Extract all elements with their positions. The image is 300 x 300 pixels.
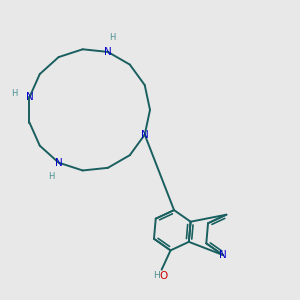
Text: H: H xyxy=(48,172,54,181)
Text: H: H xyxy=(11,89,17,98)
Text: H: H xyxy=(110,33,116,42)
Text: H: H xyxy=(153,271,160,280)
Text: N: N xyxy=(55,158,62,168)
Text: O: O xyxy=(160,271,168,281)
Text: N: N xyxy=(141,130,148,140)
Text: N: N xyxy=(26,92,33,102)
Text: N: N xyxy=(219,250,227,260)
Text: N: N xyxy=(104,47,112,57)
